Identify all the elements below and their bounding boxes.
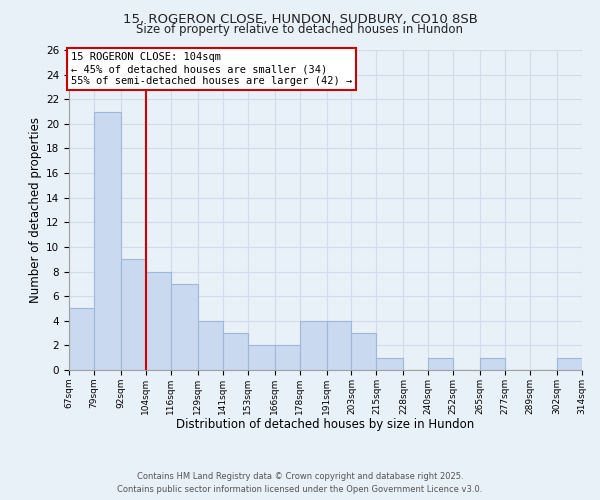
X-axis label: Distribution of detached houses by size in Hundon: Distribution of detached houses by size … (176, 418, 475, 431)
Bar (121, 259, 146, 370)
Bar (171, 284, 198, 370)
Text: Contains HM Land Registry data © Crown copyright and database right 2025.
Contai: Contains HM Land Registry data © Crown c… (118, 472, 482, 494)
Bar (146, 272, 171, 370)
Text: 15 ROGERON CLOSE: 104sqm
← 45% of detached houses are smaller (34)
55% of semi-d: 15 ROGERON CLOSE: 104sqm ← 45% of detach… (71, 52, 352, 86)
Bar (557, 358, 582, 370)
Bar (376, 358, 403, 370)
Text: 15, ROGERON CLOSE, HUNDON, SUDBURY, CO10 8SB: 15, ROGERON CLOSE, HUNDON, SUDBURY, CO10… (122, 12, 478, 26)
Bar (428, 358, 453, 370)
Bar (223, 333, 248, 370)
Bar (275, 346, 299, 370)
Bar (480, 358, 505, 370)
Bar (248, 346, 275, 370)
Bar (94, 112, 121, 370)
Bar (69, 308, 94, 370)
Bar (352, 333, 376, 370)
Text: Size of property relative to detached houses in Hundon: Size of property relative to detached ho… (137, 22, 464, 36)
Bar (198, 321, 223, 370)
Bar (299, 321, 326, 370)
Bar (326, 321, 352, 370)
Y-axis label: Number of detached properties: Number of detached properties (29, 117, 42, 303)
